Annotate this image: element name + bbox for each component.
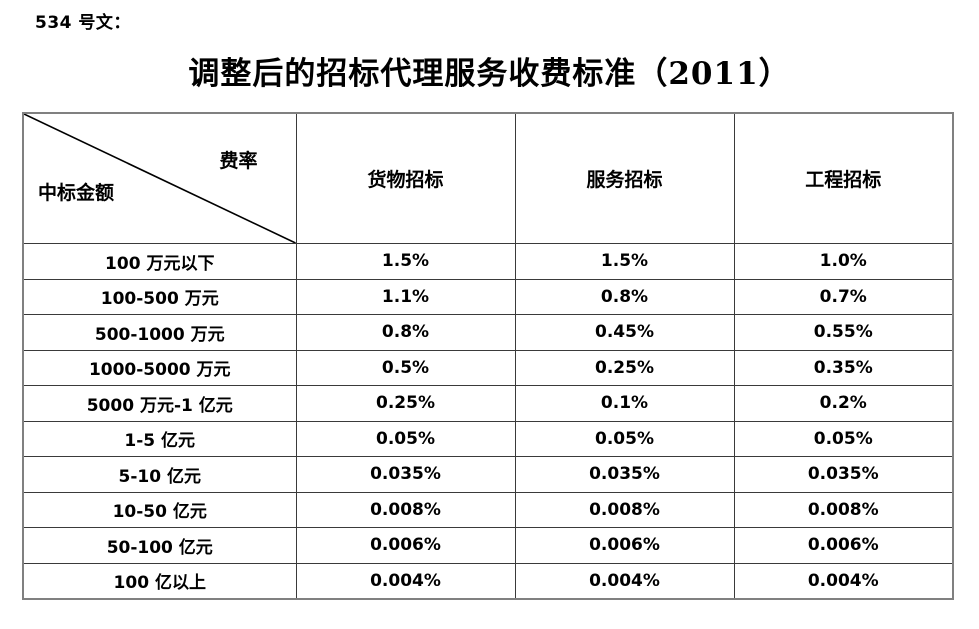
amount-tier-cell: 100 万元以下 xyxy=(22,243,297,280)
amount-tier-cell: 1-5 亿元 xyxy=(22,420,297,457)
amount-tier-cell: 50-100 亿元 xyxy=(22,527,297,564)
amount-tier-cell: 1000-5000 万元 xyxy=(22,349,297,386)
goods-rate-cell: 0.004% xyxy=(295,562,516,600)
goods-rate-cell: 0.5% xyxy=(295,349,516,386)
works-rate-cell: 0.004% xyxy=(733,562,954,600)
works-rate-cell: 0.006% xyxy=(733,527,954,564)
service-rate-cell: 0.004% xyxy=(514,562,735,600)
table-header-row: 费率 中标金额 货物招标 服务招标 工程招标 xyxy=(22,112,954,244)
goods-rate-cell: 0.035% xyxy=(295,456,516,493)
service-rate-cell: 0.45% xyxy=(514,314,735,351)
service-rate-cell: 1.5% xyxy=(514,243,735,280)
works-rate-cell: 0.035% xyxy=(733,456,954,493)
table-row: 5000 万元-1 亿元 0.25% 0.1% 0.2% xyxy=(22,385,954,422)
table-row: 100 亿以上 0.004% 0.004% 0.004% xyxy=(22,562,954,600)
column-header-works-bidding: 工程招标 xyxy=(733,112,954,244)
service-rate-cell: 0.05% xyxy=(514,420,735,457)
amount-tier-cell: 10-50 亿元 xyxy=(22,491,297,528)
service-rate-cell: 0.035% xyxy=(514,456,735,493)
service-rate-cell: 0.8% xyxy=(514,278,735,315)
works-rate-cell: 1.0% xyxy=(733,243,954,280)
column-header-goods-bidding: 货物招标 xyxy=(295,112,516,244)
service-rate-cell: 0.008% xyxy=(514,491,735,528)
amount-tier-cell: 100 亿以上 xyxy=(22,562,297,600)
table-row: 50-100 亿元 0.006% 0.006% 0.006% xyxy=(22,527,954,564)
table-row: 100 万元以下 1.5% 1.5% 1.0% xyxy=(22,243,954,280)
goods-rate-cell: 0.006% xyxy=(295,527,516,564)
works-rate-cell: 0.55% xyxy=(733,314,954,351)
table-row: 100-500 万元 1.1% 0.8% 0.7% xyxy=(22,278,954,315)
table-row: 1000-5000 万元 0.5% 0.25% 0.35% xyxy=(22,349,954,386)
corner-header-cell: 费率 中标金额 xyxy=(22,112,297,244)
service-rate-cell: 0.006% xyxy=(514,527,735,564)
fee-rate-table: 费率 中标金额 货物招标 服务招标 工程招标 100 万元以下 1.5% 1.5% 1… xyxy=(22,112,954,600)
service-rate-cell: 0.1% xyxy=(514,385,735,422)
works-rate-cell: 0.35% xyxy=(733,349,954,386)
amount-tier-cell: 100-500 万元 xyxy=(22,278,297,315)
goods-rate-cell: 0.25% xyxy=(295,385,516,422)
service-rate-cell: 0.25% xyxy=(514,349,735,386)
goods-rate-cell: 0.8% xyxy=(295,314,516,351)
corner-label-fee-rate: 费率 xyxy=(219,150,258,172)
goods-rate-cell: 1.5% xyxy=(295,243,516,280)
goods-rate-cell: 0.05% xyxy=(295,420,516,457)
works-rate-cell: 0.7% xyxy=(733,278,954,315)
works-rate-cell: 0.008% xyxy=(733,491,954,528)
goods-rate-cell: 0.008% xyxy=(295,491,516,528)
column-header-service-bidding: 服务招标 xyxy=(514,112,735,244)
amount-tier-cell: 5-10 亿元 xyxy=(22,456,297,493)
amount-tier-cell: 500-1000 万元 xyxy=(22,314,297,351)
amount-tier-cell: 5000 万元-1 亿元 xyxy=(22,385,297,422)
works-rate-cell: 0.05% xyxy=(733,420,954,457)
table-row: 10-50 亿元 0.008% 0.008% 0.008% xyxy=(22,491,954,528)
page-title: 调整后的招标代理服务收费标准（2011） xyxy=(188,56,791,92)
diagonal-divider-line xyxy=(24,114,296,243)
table-row: 500-1000 万元 0.8% 0.45% 0.55% xyxy=(22,314,954,351)
corner-label-bid-amount: 中标金额 xyxy=(38,182,115,204)
table-row: 1-5 亿元 0.05% 0.05% 0.05% xyxy=(22,420,954,457)
goods-rate-cell: 1.1% xyxy=(295,278,516,315)
works-rate-cell: 0.2% xyxy=(733,385,954,422)
doc-number-label: 534 号文： xyxy=(35,13,131,33)
table-row: 5-10 亿元 0.035% 0.035% 0.035% xyxy=(22,456,954,493)
